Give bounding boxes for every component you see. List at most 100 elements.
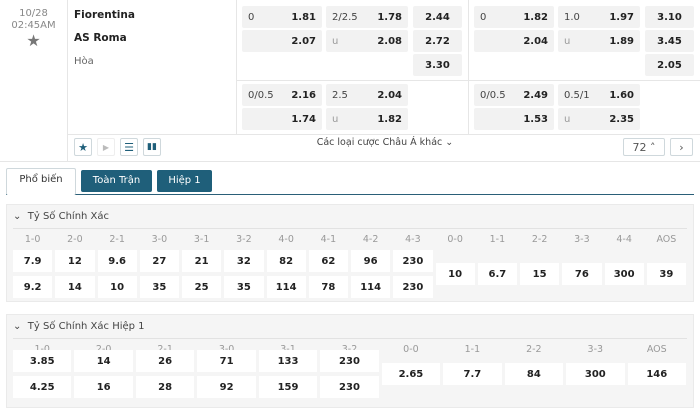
away-score-odds[interactable]: 10	[97, 276, 137, 298]
away-score-odds[interactable]: 114	[351, 276, 391, 298]
away-score-odds[interactable]: 159	[258, 376, 318, 398]
draw-score-odds[interactable]: 6.7	[477, 263, 517, 285]
score-label: AOS	[656, 234, 677, 245]
alt-handicap-odds-button[interactable]: 1.53	[474, 108, 554, 130]
home-team: Fiorentina	[74, 9, 135, 21]
draw-score-odds[interactable]: 146	[627, 363, 686, 385]
alt-over-under-odds-button[interactable]: u 2.35	[558, 108, 640, 130]
handicap-odds: 1.53	[523, 113, 548, 125]
away-score-odds[interactable]: 114	[266, 276, 306, 298]
home-score-odds[interactable]: 82	[266, 250, 306, 272]
home-score-odds[interactable]: 230	[320, 350, 379, 372]
stats-icon[interactable]: ▮▮	[143, 138, 161, 156]
1x2-odds-button[interactable]: 3.10	[645, 6, 694, 28]
draw-score-odds[interactable]: 76	[562, 263, 602, 285]
draw-score-odds[interactable]: 2.65	[381, 363, 441, 385]
away-score-odds[interactable]: 92	[197, 376, 256, 398]
1x2-odds-button[interactable]: 2.72	[413, 30, 462, 52]
away-score-odds[interactable]: 16	[74, 376, 133, 398]
away-score-odds[interactable]: 230	[320, 376, 379, 398]
draw-score-odds[interactable]: 15	[520, 263, 560, 285]
home-score-odds[interactable]: 62	[308, 250, 348, 272]
draw-score-odds[interactable]: 7.7	[443, 363, 502, 385]
correct-score-h1-header[interactable]: ⌄ Tỷ Số Chính Xác Hiệp 1	[13, 321, 145, 332]
favorite-star-icon[interactable]: ★	[26, 31, 41, 50]
handicap-odds-button[interactable]: 2.04	[474, 30, 554, 52]
home-score-odds[interactable]: 133	[258, 350, 318, 372]
alt-over-under-odds-button[interactable]: 0.5/1 1.60	[558, 84, 640, 106]
play-icon[interactable]: ▶	[97, 138, 115, 156]
1x2-odds-button[interactable]: 2.05	[645, 54, 694, 76]
match-time: 10/28 02:45AM ★	[0, 0, 68, 162]
away-score-odds[interactable]: 4.25	[13, 376, 72, 398]
score-label: 2-0	[67, 234, 83, 245]
handicap-odds: 2.04	[523, 35, 548, 47]
more-count: 72	[632, 140, 647, 154]
score-label: 3-0	[151, 234, 168, 245]
score-label: 1-0	[24, 234, 41, 245]
handicap-odds-button[interactable]: 0 1.81	[242, 6, 322, 28]
alt-handicap-odds-button[interactable]: 0/0.5 2.49	[474, 84, 554, 106]
1x2-odds: 2.72	[425, 35, 450, 47]
alt-over-under-odds-button[interactable]: u 1.82	[326, 108, 408, 130]
away-score-odds[interactable]: 78	[308, 276, 348, 298]
away-score-odds[interactable]: 230	[393, 276, 433, 298]
score-label: 3-2	[236, 234, 252, 245]
1x2-odds-button[interactable]: 3.30	[413, 54, 462, 76]
away-score-odds[interactable]: 14	[55, 276, 95, 298]
star-icon[interactable]: ★	[74, 138, 92, 156]
home-score-odds[interactable]: 3.85	[13, 350, 72, 372]
1x2-odds-button[interactable]: 2.44	[413, 6, 462, 28]
correct-score-header[interactable]: ⌄ Tỷ Số Chính Xác	[13, 211, 109, 222]
handicap-odds-button[interactable]: 0 1.82	[474, 6, 554, 28]
total-line: u	[332, 113, 339, 125]
alt-handicap-odds-button[interactable]: 1.74	[242, 108, 322, 130]
1x2-odds-button[interactable]: 3.45	[645, 30, 694, 52]
draw-score-odds[interactable]: 300	[604, 263, 644, 285]
tab-first-half[interactable]: Hiệp 1	[157, 170, 212, 192]
home-score-odds[interactable]: 21	[182, 250, 222, 272]
home-score-odds[interactable]: 230	[393, 250, 433, 272]
more-count-button[interactable]: 72 ˄	[623, 138, 665, 156]
handicap-line: 0/0.5	[248, 89, 274, 101]
over-under-odds-button[interactable]: 2/2.5 1.78	[326, 6, 408, 28]
home-score-odds[interactable]: 7.9	[13, 250, 53, 272]
home-score-odds[interactable]: 9.6	[97, 250, 137, 272]
more-asian-bets-button[interactable]: Các loại cược Châu Á khác ⌄	[300, 134, 470, 152]
alt-handicap-odds-button[interactable]: 0/0.5 2.16	[242, 84, 322, 106]
home-score-odds[interactable]: 96	[351, 250, 391, 272]
away-score-odds[interactable]: 35	[224, 276, 264, 298]
tab-full-time[interactable]: Toàn Trận	[81, 170, 152, 192]
away-score-odds[interactable]: 28	[135, 376, 195, 398]
1x2-odds: 3.10	[657, 11, 682, 23]
home-score-odds[interactable]: 71	[197, 350, 256, 372]
draw-score-odds[interactable]: 300	[566, 363, 625, 385]
score-label: 2-1	[136, 344, 194, 355]
over-under-odds-button[interactable]: 1.0 1.97	[558, 6, 640, 28]
score-label: 3-3	[574, 234, 590, 245]
total-line: 0.5/1	[564, 89, 590, 101]
tab-popular[interactable]: Phổ biến	[6, 168, 76, 195]
scoreboard-icon[interactable]: ☰	[120, 138, 138, 156]
alt-over-under-odds-button[interactable]: 2.5 2.04	[326, 84, 408, 106]
over-under-odds-button[interactable]: u 1.89	[558, 30, 640, 52]
away-score-odds[interactable]: 9.2	[13, 276, 53, 298]
match-row: 10/28 02:45AM ★ Fiorentina AS Roma Hòa 0…	[0, 0, 700, 162]
chevron-right-icon: ›	[679, 140, 684, 154]
home-score-odds[interactable]: 27	[139, 250, 179, 272]
1x2-odds: 3.45	[657, 35, 682, 47]
handicap-odds-button[interactable]: 2.07	[242, 30, 322, 52]
score-label: 4-4	[616, 234, 632, 245]
match-date: 10/28	[19, 8, 48, 19]
over-under-odds-button[interactable]: u 2.08	[326, 30, 408, 52]
home-score-odds[interactable]: 26	[135, 350, 195, 372]
home-score-odds[interactable]: 14	[74, 350, 133, 372]
home-score-odds[interactable]: 12	[55, 250, 95, 272]
away-score-odds[interactable]: 35	[139, 276, 179, 298]
draw-score-odds[interactable]: 39	[646, 263, 686, 285]
draw-score-odds[interactable]: 84	[504, 363, 564, 385]
next-button[interactable]: ›	[670, 138, 693, 156]
draw-score-odds[interactable]: 10	[435, 263, 475, 285]
away-score-odds[interactable]: 25	[182, 276, 222, 298]
home-score-odds[interactable]: 32	[224, 250, 264, 272]
